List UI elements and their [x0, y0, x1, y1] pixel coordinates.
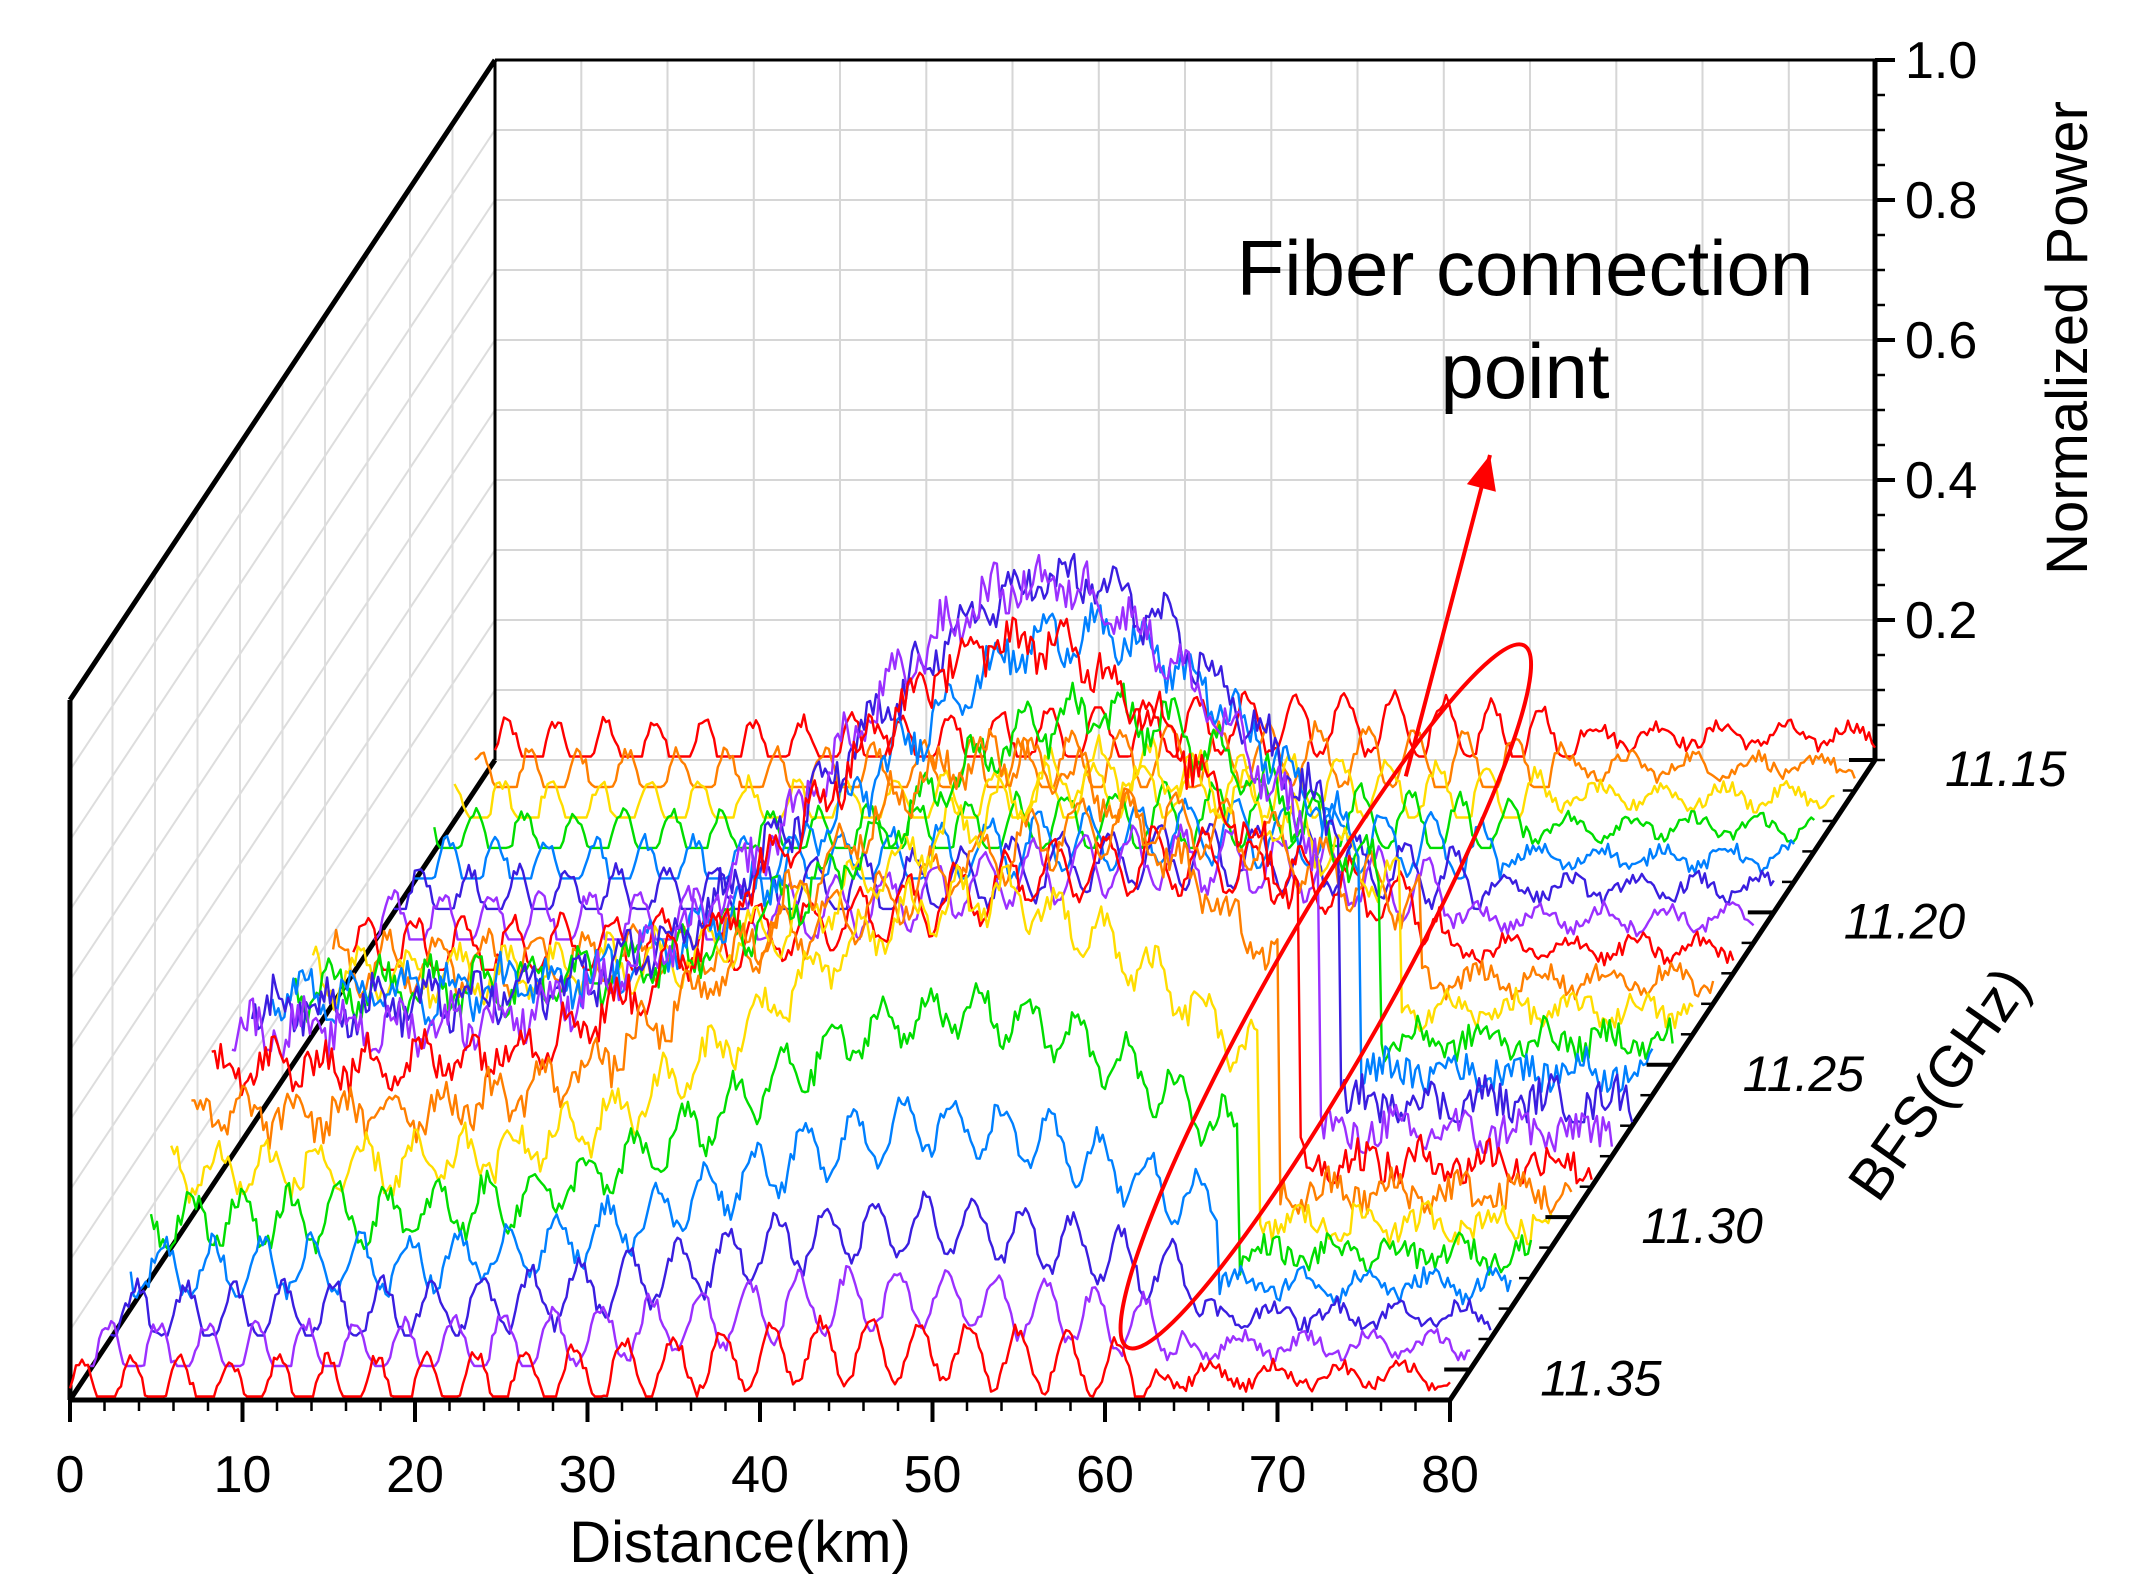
z-tick-label: 1.0: [1905, 32, 1977, 90]
spectrum-line: [68, 1314, 1451, 1398]
annotation-group: [1118, 454, 1534, 1351]
connection-point-ellipse: [1118, 642, 1534, 1351]
spectrum-line: [191, 728, 1573, 1215]
y-tick-label: 11.30: [1641, 1198, 1763, 1254]
x-tick-label: 30: [559, 1446, 617, 1504]
annotation-line-1: Fiber connection: [1237, 224, 1814, 312]
x-tick-label: 40: [731, 1446, 789, 1504]
x-tick-label: 20: [386, 1446, 444, 1504]
spectrum-line: [311, 734, 1694, 1032]
y-tick-label: 11.15: [1945, 741, 2067, 797]
x-tick-label: 80: [1421, 1446, 1479, 1504]
x-tick-label: 50: [904, 1446, 962, 1504]
spectrum-line: [231, 553, 1614, 1154]
left-grid-hline: [69, 199, 496, 841]
x-axis-title: Distance(km): [569, 1510, 911, 1575]
y-tick-label: 11.20: [1844, 893, 1966, 949]
annotation-arrow-line: [1403, 454, 1492, 777]
tick-marks: [68, 58, 1895, 1422]
left-grid-hline: [69, 689, 496, 1331]
axis-labels: Distance(km) BFS(GHz) Normalized Power F…: [56, 32, 2100, 1575]
spectrum-line: [414, 797, 1795, 880]
spectrum-line: [110, 1190, 1492, 1337]
z-tick-label: 0.6: [1905, 312, 1977, 370]
annotation-arrow-head: [1466, 455, 1496, 492]
spectrum-line: [170, 863, 1553, 1246]
spectrum-line: [493, 689, 1876, 758]
x-tick-label: 10: [214, 1446, 272, 1504]
left-grid-hline: [69, 409, 496, 1051]
spectra-series: [68, 552, 1876, 1398]
z-tick-label: 0.2: [1905, 592, 1977, 650]
left-grid-hline: [69, 129, 496, 771]
z-tick-label: 0.8: [1905, 172, 1977, 230]
spectrum-line: [453, 752, 1835, 819]
x-tick-label: 70: [1249, 1446, 1307, 1504]
left-grid-hline: [69, 619, 496, 1261]
left-grid-hline: [69, 339, 496, 981]
y-axis-title: BFS(GHz): [1836, 956, 2043, 1212]
y-tick-label: 11.35: [1540, 1351, 1662, 1407]
top-left-edge: [67, 58, 498, 702]
spectrum-line: [211, 616, 1593, 1185]
left-grid-hline: [69, 479, 496, 1121]
spectrum-line: [149, 982, 1533, 1276]
spectrum-line: [352, 825, 1735, 971]
y-axis-line: [1447, 758, 1878, 1402]
x-tick-label: 60: [1076, 1446, 1134, 1504]
left-grid-hline: [69, 269, 496, 911]
z-axis-title: Normalized Power: [2035, 101, 2100, 575]
x-tick-label: 0: [56, 1446, 85, 1504]
z-tick-label: 0.4: [1905, 452, 1977, 510]
spectrum-line: [271, 602, 1654, 1093]
spectrum-line: [129, 1096, 1512, 1306]
left-grid-hline: [69, 549, 496, 1191]
y-tick-label: 11.25: [1743, 1046, 1865, 1102]
annotation-line-2: point: [1440, 327, 1609, 415]
spectrum-line: [90, 1265, 1471, 1368]
